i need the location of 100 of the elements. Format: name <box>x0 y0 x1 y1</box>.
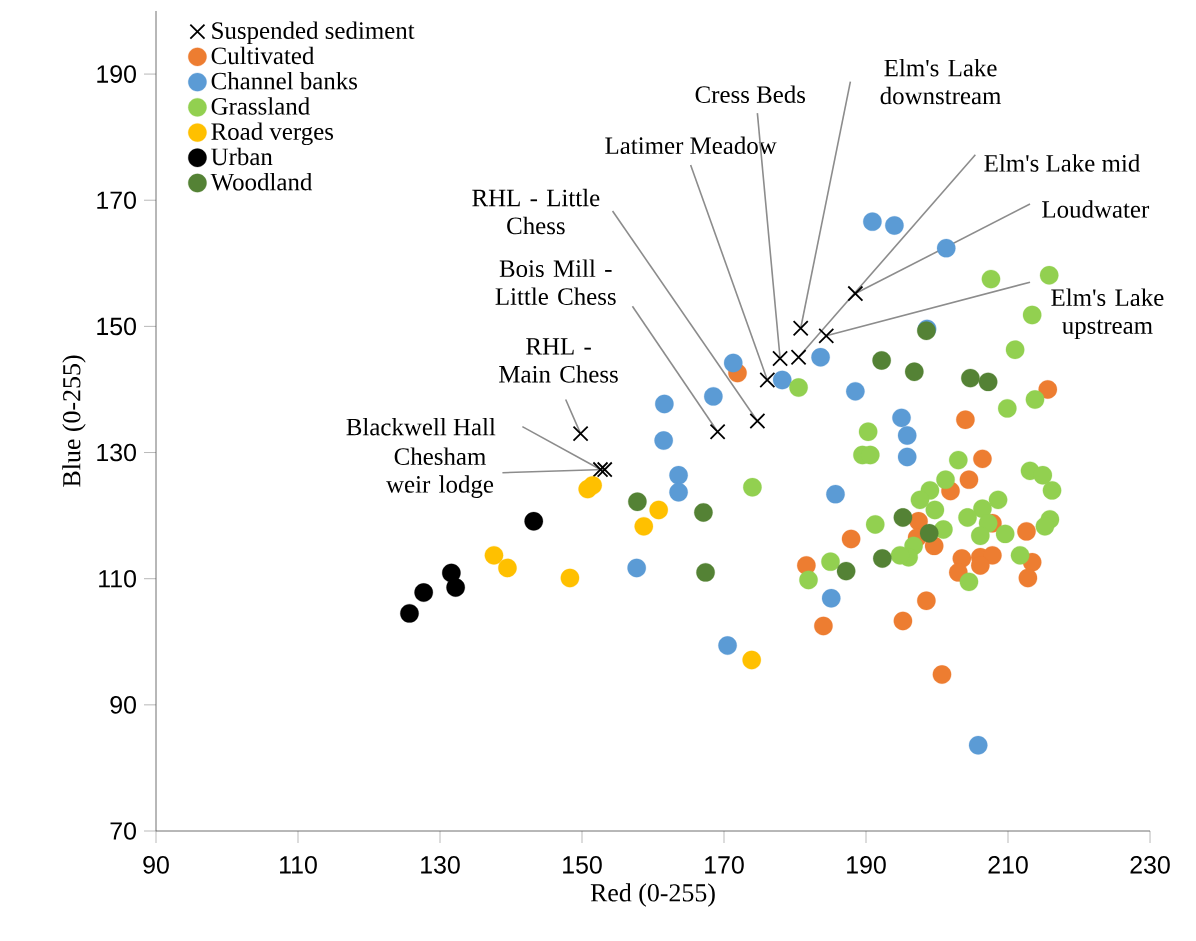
point <box>634 517 654 536</box>
point <box>743 477 762 497</box>
point <box>592 461 609 478</box>
point <box>893 508 913 527</box>
point <box>759 372 776 388</box>
x-axis-title: Red (0-255) <box>590 883 715 907</box>
point <box>742 650 762 670</box>
point <box>704 387 723 406</box>
point <box>1033 465 1053 485</box>
point <box>836 561 856 581</box>
point <box>583 476 602 495</box>
point <box>925 500 945 520</box>
point <box>910 490 930 510</box>
point <box>1017 522 1036 541</box>
point <box>973 449 992 469</box>
point <box>524 511 544 531</box>
legend-label: Channel banks <box>211 71 358 90</box>
point <box>790 349 807 366</box>
point <box>846 382 865 401</box>
point <box>847 285 864 302</box>
point <box>995 524 1015 544</box>
point <box>821 552 840 571</box>
point <box>1010 546 1030 565</box>
point <box>961 368 980 388</box>
y-tick-label: 170 <box>97 191 136 210</box>
point <box>772 350 789 367</box>
legend-label: Road verges <box>211 122 334 146</box>
point <box>669 482 688 502</box>
point <box>654 431 673 450</box>
annotation: Bois Mill - Little Chess <box>495 259 616 305</box>
point <box>959 572 979 592</box>
point <box>1025 390 1045 409</box>
point <box>1018 568 1038 588</box>
x-tick-label: 130 <box>421 856 460 874</box>
x-tick-label: 150 <box>563 856 602 874</box>
x-tick-label: 110 <box>280 856 317 874</box>
point <box>858 422 878 442</box>
legend-label: Urban <box>211 147 273 166</box>
point <box>948 450 968 470</box>
point <box>818 327 835 344</box>
y-axis-title: Blue (0-255) <box>62 355 86 487</box>
point <box>792 320 809 337</box>
annotation: Cress Beds <box>695 85 806 104</box>
annotation: Blackwell Hall <box>346 417 496 436</box>
point <box>873 549 892 568</box>
annotation: Elm's Lake mid <box>984 154 1140 172</box>
point <box>865 515 885 534</box>
point <box>863 212 882 231</box>
x-tick-label: 210 <box>988 856 1028 874</box>
point <box>484 546 504 565</box>
point <box>814 616 833 636</box>
point <box>1035 517 1055 536</box>
point <box>968 735 988 755</box>
x-tick-label: 170 <box>705 856 744 874</box>
point <box>442 563 461 583</box>
point <box>981 269 1001 289</box>
point <box>627 558 646 578</box>
legend-label: Suspended sediment <box>212 21 415 45</box>
point <box>997 399 1017 418</box>
point <box>988 490 1008 510</box>
point <box>789 378 808 397</box>
point <box>649 500 668 520</box>
point <box>446 578 465 597</box>
x-tick-label: 90 <box>143 856 169 874</box>
point <box>572 425 589 442</box>
point <box>1038 380 1058 399</box>
point <box>655 394 674 414</box>
point <box>1042 481 1062 500</box>
annotation: RHL - Little Chess <box>472 188 600 235</box>
point <box>696 563 715 582</box>
point <box>596 461 613 478</box>
annotation: Elm's Lake upstream <box>1051 288 1164 340</box>
point <box>799 570 818 590</box>
point <box>414 583 433 602</box>
annotation: Loudwater <box>1042 200 1150 218</box>
point <box>749 413 766 429</box>
point <box>897 426 917 445</box>
point <box>872 351 891 370</box>
point <box>1005 340 1025 360</box>
point <box>978 372 998 392</box>
point <box>971 526 990 546</box>
point <box>811 347 830 367</box>
legend-label: Cultivated <box>211 46 315 65</box>
legend-label: Grassland <box>211 97 310 115</box>
annotation: Chesham weir lodge <box>386 447 494 498</box>
point <box>1039 265 1059 285</box>
point <box>917 591 936 611</box>
point <box>400 604 419 623</box>
y-tick-label: 150 <box>97 317 136 336</box>
point <box>1022 305 1042 325</box>
point <box>919 523 939 543</box>
point <box>628 492 647 512</box>
point <box>498 558 517 578</box>
point <box>983 546 1002 565</box>
annotation: Elm's Lake downstream <box>880 58 1002 105</box>
point <box>718 636 737 655</box>
point <box>956 410 975 430</box>
point <box>936 238 956 258</box>
point <box>821 588 841 608</box>
y-tick-label: 190 <box>97 65 136 83</box>
